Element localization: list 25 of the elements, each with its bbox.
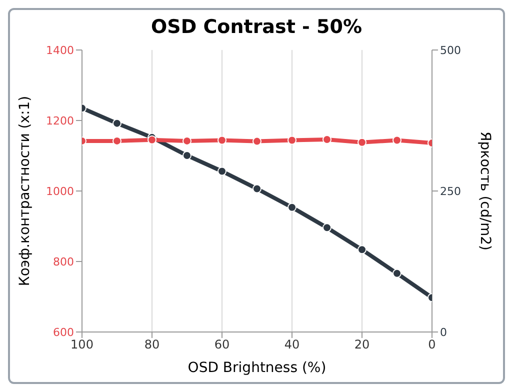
y-tick-label: 600 [53,326,74,339]
y-axis-title: Коэф.контрастности (x:1) [16,96,33,286]
point [218,166,226,176]
y-tick-label: 800 [53,255,74,268]
point [288,202,296,212]
point [358,245,366,254]
y2-axis-title: Яркость (cd/m2) [477,132,494,250]
point [112,118,122,128]
point [392,268,402,278]
x-tick-label: 80 [144,338,160,352]
x-tick-label: 60 [214,338,230,352]
y2-tick-label: 250 [440,184,461,198]
point [252,184,262,194]
x-tick-label: 40 [284,338,300,352]
chart-title: OSD Contrast - 50% [150,16,363,40]
y2-tick-label: 0 [440,326,447,339]
x-tick-label: 20 [354,338,370,352]
y2-tick-label: 500 [440,44,461,57]
x-axis-title: OSD Brightness (%) [188,360,326,376]
x-tick-label: 0 [428,338,436,352]
x-tick-label: 100 [70,338,94,352]
point [322,223,332,232]
y-tick-label: 1400 [46,44,74,57]
y-tick-label: 1200 [46,114,74,128]
y-tick-label: 1000 [46,184,74,198]
